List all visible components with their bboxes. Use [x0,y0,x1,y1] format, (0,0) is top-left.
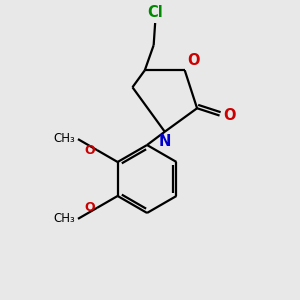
Text: N: N [159,134,171,149]
Text: O: O [84,201,95,214]
Text: O: O [223,108,236,123]
Text: O: O [84,144,95,157]
Text: CH₃: CH₃ [54,132,76,145]
Text: CH₃: CH₃ [54,212,76,225]
Text: Cl: Cl [147,5,163,20]
Text: O: O [188,53,200,68]
